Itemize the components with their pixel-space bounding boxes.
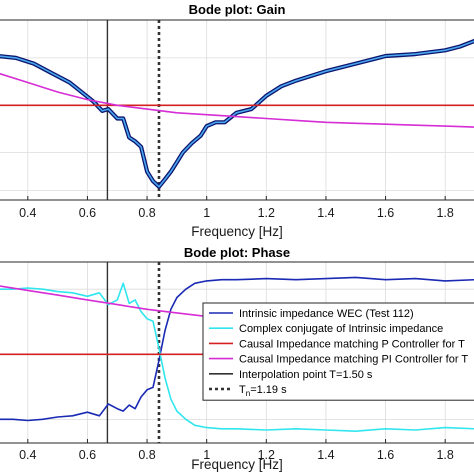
x-tick-label: 1 xyxy=(203,206,210,220)
phase-panel: 0.4 0.6 0.8 1 1.2 1.4 1.6 1.8 Bode plot: Phase Fr… xyxy=(0,245,474,472)
legend-entry-rest: =1.19 s xyxy=(250,384,287,396)
x-tick-label: 0.6 xyxy=(79,448,96,462)
legend-entry-sub: n xyxy=(246,389,250,398)
x-tick-label: 1.8 xyxy=(436,206,453,220)
x-tick-label: 1.2 xyxy=(258,448,275,462)
x-tick-label: 1 xyxy=(203,448,210,462)
legend-entry: Tn=1.19 s xyxy=(239,384,287,398)
series-line xyxy=(0,282,474,433)
x-tick-label: 0.4 xyxy=(19,448,36,462)
legend-entry: Complex conjugate of Intrinsic impedance xyxy=(239,323,443,335)
legend-entry: Causal Impedance matching PI Controller … xyxy=(239,354,468,366)
chart-title: Bode plot: Phase xyxy=(184,245,290,260)
x-tick-label: 1.6 xyxy=(377,448,394,462)
series-group xyxy=(0,20,474,200)
x-axis-label: Frequency [Hz] xyxy=(191,457,283,472)
legend-entry: Interpolation point T=1.50 s xyxy=(239,369,373,381)
x-tick-label: 1.4 xyxy=(317,206,334,220)
x-tick-label: 0.6 xyxy=(79,206,96,220)
gain-panel: 0.4 0.6 0.8 1 1.2 1.4 1.6 1.8 Bode plot: Gain Fre… xyxy=(0,2,474,239)
chart-title: Bode plot: Gain xyxy=(189,2,286,17)
x-tick-label: 0.8 xyxy=(138,206,155,220)
x-tick-label: 1.2 xyxy=(258,206,275,220)
series-line xyxy=(0,276,474,422)
x-tick-label: 0.8 xyxy=(138,448,155,462)
x-tick-label: 1.6 xyxy=(377,206,394,220)
x-axis-label: Frequency [Hz] xyxy=(191,224,283,239)
legend-entry: Causal Impedance matching P Controller f… xyxy=(239,338,465,350)
grid-lines xyxy=(0,20,474,200)
series-line-outline xyxy=(0,38,474,189)
x-tick-label: 1.4 xyxy=(317,448,334,462)
legend: Intrinsic impedance WEC (Test 112) Comple… xyxy=(202,302,474,401)
legend-entry: Intrinsic impedance WEC (Test 112) xyxy=(239,308,414,320)
series-line xyxy=(0,40,474,188)
x-tick-label: 1.8 xyxy=(436,448,453,462)
legend-entry-main: T xyxy=(239,384,246,396)
series-line xyxy=(0,72,474,128)
x-tick-label: 0.4 xyxy=(19,206,36,220)
legend-box xyxy=(202,302,474,401)
